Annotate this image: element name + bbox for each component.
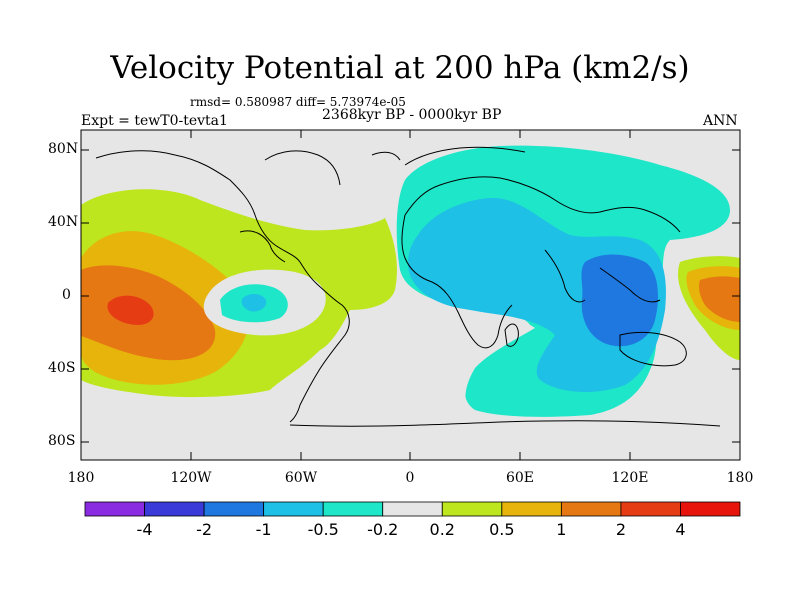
season-label: ANN <box>703 113 738 129</box>
colorbar-label: 4 <box>675 520 686 539</box>
lon-label: 60E <box>505 470 535 486</box>
coastlines <box>95 146 721 427</box>
colorbar-label: 0.5 <box>489 520 515 539</box>
map-title: Velocity Potential at 200 hPa (km2/s) <box>110 50 690 86</box>
contour-red-pacific <box>107 295 154 325</box>
colorbar-swatch <box>680 501 741 517</box>
lat-label: 40S <box>48 360 76 376</box>
contour-neutral-atlantic <box>388 290 535 415</box>
lon-label: 120E <box>611 470 649 486</box>
colorbar-swatch <box>382 501 443 517</box>
stats-text: rmsd= 0.580987 diff= 5.73974e-05 <box>190 95 406 109</box>
lat-label: 80S <box>48 433 76 449</box>
lat-label: 80N <box>48 141 79 157</box>
contour-cyan-eastern <box>407 197 666 392</box>
colorbar-label: -0.2 <box>367 520 399 539</box>
period-label: 2368kyr BP - 0000kyr BP <box>322 107 502 123</box>
experiment-label: Expt = tewT0-tevta1 <box>81 113 228 129</box>
lon-label: 180 <box>726 470 754 486</box>
colorbar-swatch <box>322 501 384 517</box>
lon-label: 0 <box>405 470 415 486</box>
colorbar-swatch <box>203 501 265 517</box>
contour-cyan-caribbean <box>241 294 267 312</box>
colorbar-swatch <box>263 501 324 517</box>
contour-fields <box>81 145 740 427</box>
contour-orange-east <box>699 276 740 322</box>
colorbar-label: -1 <box>255 520 272 539</box>
colorbar-swatch <box>144 501 205 517</box>
colorbar-swatch <box>501 501 562 517</box>
lat-tick-marks <box>81 149 740 443</box>
colorbar-swatch <box>84 501 145 517</box>
colorbar-label: 1 <box>556 520 567 539</box>
colorbar-swatch <box>441 501 503 517</box>
colorbar-label: 0.2 <box>429 520 455 539</box>
lon-label: 120W <box>170 470 212 486</box>
colorbar-label: -0.5 <box>307 520 339 539</box>
colorbar-swatch <box>560 501 622 517</box>
lat-label: 0 <box>62 287 71 303</box>
colorbar <box>84 501 741 517</box>
lat-label: 40N <box>48 214 79 230</box>
colorbar-label: 2 <box>615 520 626 539</box>
contour-blue-eastern <box>581 254 658 347</box>
lon-tick-marks <box>80 130 741 460</box>
lon-label: 180 <box>67 470 95 486</box>
colorbar-label: -4 <box>136 520 153 539</box>
lon-label: 60W <box>284 470 318 486</box>
colorbar-swatch <box>620 501 681 517</box>
colorbar-label: -2 <box>196 520 213 539</box>
